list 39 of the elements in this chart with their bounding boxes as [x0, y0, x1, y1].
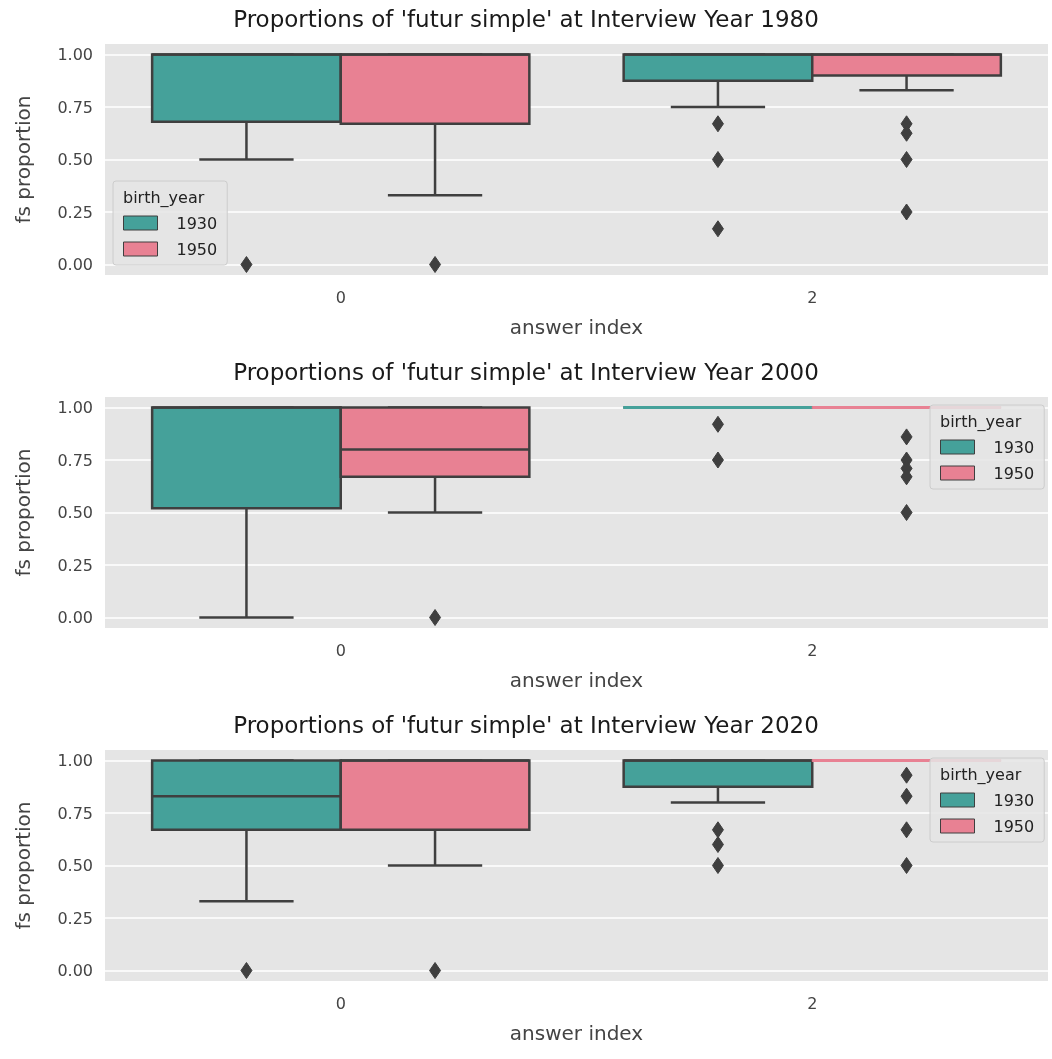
legend-title: birth_year	[940, 411, 1022, 432]
x-axis-title: answer index	[509, 315, 644, 339]
chart-title: Proportions of 'futur simple' at Interview Year 2000	[233, 358, 819, 385]
legend-title: birth_year	[123, 187, 205, 208]
y-tick-label: 0.75	[57, 803, 93, 823]
y-tick-label: 0.50	[57, 150, 93, 169]
legend-title: birth_year	[940, 764, 1022, 785]
chart-title: Proportions of 'futur simple' at Interview Year 2020	[233, 711, 819, 738]
y-tick-label: 0.25	[57, 555, 93, 575]
legend-label: 1950	[993, 463, 1035, 483]
y-tick-label: 0.75	[57, 450, 93, 470]
y-tick-label: 0.50	[57, 856, 93, 875]
y-tick-label: 0.75	[57, 97, 93, 117]
x-tick-label: 0	[335, 287, 346, 307]
chart-title: Proportions of 'futur simple' at Interview Year 1980	[233, 5, 819, 32]
x-tick-label: 2	[807, 287, 818, 307]
y-tick-label: 0.25	[57, 908, 93, 928]
y-tick-label: 1.00	[57, 398, 93, 417]
x-tick-label: 0	[335, 993, 346, 1013]
legend-label: 1930	[176, 213, 218, 233]
legend-label: 1930	[993, 437, 1035, 457]
y-axis-title: fs proportion	[11, 448, 35, 577]
y-tick-label: 0.00	[57, 608, 93, 627]
x-tick-label: 2	[807, 640, 818, 660]
x-tick-label: 2	[807, 993, 818, 1013]
y-tick-label: 1.00	[57, 45, 93, 64]
x-axis-title: answer index	[509, 1021, 644, 1045]
y-tick-label: 0.50	[57, 503, 93, 522]
legend-label: 1950	[993, 816, 1035, 836]
x-tick-label: 0	[335, 640, 346, 660]
y-axis-title: fs proportion	[11, 95, 35, 224]
legend-label: 1950	[176, 239, 218, 259]
y-tick-label: 0.25	[57, 202, 93, 222]
y-tick-label: 0.00	[57, 961, 93, 980]
y-axis-title: fs proportion	[11, 801, 35, 930]
legend-label: 1930	[993, 790, 1035, 810]
y-tick-label: 0.00	[57, 255, 93, 274]
y-tick-label: 1.00	[57, 751, 93, 770]
x-axis-title: answer index	[509, 668, 644, 692]
